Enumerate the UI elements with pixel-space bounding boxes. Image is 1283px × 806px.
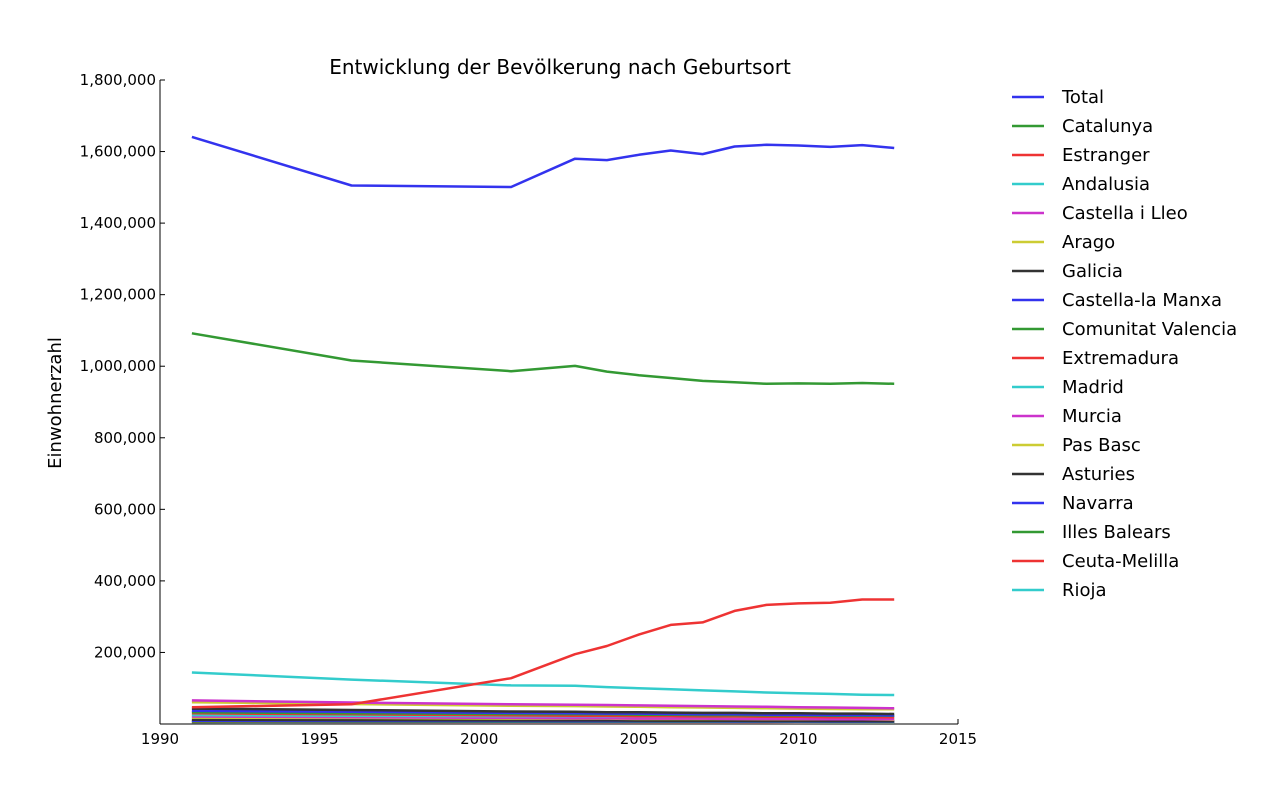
legend-item: Total: [1012, 87, 1104, 108]
chart-title: Entwicklung der Bevölkerung nach Geburts…: [329, 55, 791, 79]
x-tick-label: 2000: [460, 730, 498, 748]
legend: Total Catalunya Estranger Andalusia Castella…: [1012, 87, 1237, 601]
series-line-castella-la-manxa: [191, 709, 895, 717]
y-tick-label: 1,200,000: [80, 286, 156, 304]
x-tick-label: 1995: [301, 730, 339, 748]
legend-label: Murcia: [1062, 406, 1122, 427]
legend-item: Estranger: [1012, 145, 1150, 166]
legend-item: Ceuta-Melilla: [1012, 551, 1179, 572]
legend-item: Asturies: [1012, 464, 1135, 485]
legend-label: Comunitat Valencia: [1062, 319, 1237, 340]
legend-item: Andalusia: [1012, 174, 1150, 195]
y-tick-label: 800,000: [94, 429, 156, 447]
legend-item: Extremadura: [1012, 348, 1179, 369]
legend-label: Total: [1061, 87, 1104, 108]
series-line-andalusia: [191, 671, 895, 697]
y-tick-label: 200,000: [94, 643, 156, 661]
legend-item: Catalunya: [1012, 116, 1153, 137]
series-line-total: [191, 135, 895, 189]
y-tick-label: 1,000,000: [80, 357, 156, 375]
legend-label: Extremadura: [1062, 348, 1179, 369]
legend-label: Castella i Lleo: [1062, 203, 1188, 224]
series-line-galicia: [191, 707, 895, 716]
legend-item: Castella i Lleo: [1012, 203, 1188, 224]
legend-label: Asturies: [1062, 464, 1135, 485]
legend-label: Rioja: [1062, 580, 1107, 601]
y-tick-label: 400,000: [94, 572, 156, 590]
legend-label: Ceuta-Melilla: [1062, 551, 1179, 572]
legend-item: Navarra: [1012, 493, 1134, 514]
legend-label: Estranger: [1062, 145, 1150, 166]
x-tick-label: 2005: [620, 730, 658, 748]
legend-item: Rioja: [1012, 580, 1107, 601]
legend-label: Pas Basc: [1062, 435, 1141, 456]
series-line-estranger: [191, 598, 895, 709]
legend-label: Catalunya: [1062, 116, 1153, 137]
legend-label: Arago: [1062, 232, 1115, 253]
legend-item: Castella-la Manxa: [1012, 290, 1222, 311]
legend-label: Madrid: [1062, 377, 1124, 398]
legend-item: Comunitat Valencia: [1012, 319, 1237, 340]
series-line-asturies: [191, 718, 895, 723]
legend-item: Madrid: [1012, 377, 1124, 398]
x-tick-label: 1990: [141, 730, 179, 748]
legend-item: Illes Balears: [1012, 522, 1171, 543]
legend-item: Murcia: [1012, 406, 1122, 427]
y-tick-label: 600,000: [94, 500, 156, 518]
series-line-murcia: [191, 715, 895, 721]
x-tick-label: 2010: [779, 730, 817, 748]
legend-label: Galicia: [1062, 261, 1123, 282]
x-tick-label: 2015: [939, 730, 977, 748]
series-line-arago: [191, 700, 895, 711]
legend-label: Illes Balears: [1062, 522, 1171, 543]
y-axis-label: Einwohnerzahl: [45, 337, 66, 469]
legend-label: Navarra: [1062, 493, 1134, 514]
series-line-extremadura: [191, 712, 895, 719]
y-tick-label: 1,600,000: [80, 143, 156, 161]
legend-item: Pas Basc: [1012, 435, 1141, 456]
series-line-castella-i-lleo: [191, 699, 895, 710]
series-line-catalunya: [191, 332, 895, 386]
legend-item: Arago: [1012, 232, 1115, 253]
legend-label: Andalusia: [1062, 174, 1150, 195]
y-tick-label: 1,800,000: [80, 71, 156, 89]
legend-item: Galicia: [1012, 261, 1123, 282]
legend-label: Castella-la Manxa: [1062, 290, 1222, 311]
y-tick-label: 1,400,000: [80, 214, 156, 232]
axes: 1990 1995 2000 2005 2010 2015 200,000 400,000 60…: [80, 71, 977, 748]
plot-area: [191, 135, 895, 724]
